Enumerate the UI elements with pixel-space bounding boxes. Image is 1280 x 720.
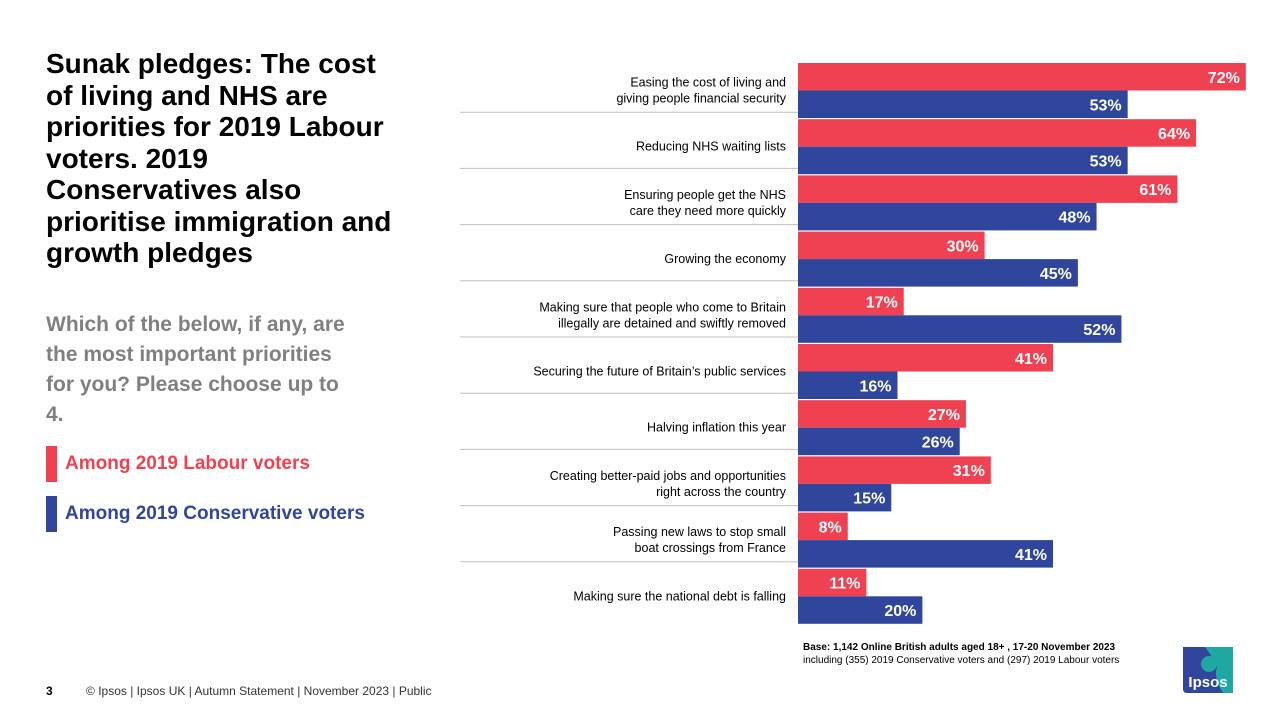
data-label: 41%: [1015, 351, 1047, 368]
category-label: Making sure that people who come to Brit…: [539, 300, 786, 330]
data-label: 64%: [1158, 126, 1190, 143]
legend-conservative: Among 2019 Conservative voters: [46, 496, 365, 532]
legend-label-conservative: Among 2019 Conservative voters: [65, 503, 365, 524]
bar-conservative: [798, 315, 1122, 343]
category-label: Easing the cost of living and giving peop…: [616, 76, 786, 106]
legend-labour: Among 2019 Labour voters: [46, 446, 310, 482]
legend-label-labour: Among 2019 Labour voters: [65, 453, 310, 474]
bar-labour: [798, 568, 867, 597]
data-label: 27%: [928, 407, 960, 424]
category-label: Securing the future of Britain’s public …: [533, 365, 786, 379]
data-label: 8%: [819, 519, 842, 536]
bar-labour: [798, 400, 966, 428]
category-label: Growing the economy: [664, 252, 786, 266]
base-line-1: Base: 1,142 Online British adults aged 1…: [803, 642, 1116, 653]
bar-conservative: [798, 146, 1128, 175]
footer: 3 © Ipsos | Ipsos UK | Autumn Statement …: [46, 684, 432, 698]
data-label: 45%: [1040, 266, 1072, 283]
bar-labour: [798, 512, 848, 541]
base-line-2: including (355) 2019 Conservative voters…: [803, 655, 1120, 666]
bar-conservative: [798, 259, 1078, 287]
base-note: Base: 1,142 Online British adults aged 1…: [803, 641, 1119, 667]
bar-labour: [798, 344, 1054, 372]
bar-conservative: [798, 427, 960, 456]
data-label: 52%: [1083, 322, 1115, 339]
page-number: 3: [46, 684, 53, 698]
data-label: 53%: [1090, 153, 1122, 170]
svg-text:Ipsos: Ipsos: [1188, 674, 1227, 691]
data-label: 16%: [859, 378, 891, 395]
data-label: 72%: [1208, 70, 1240, 87]
bar-conservative: [798, 483, 892, 512]
bar-labour: [798, 456, 991, 484]
data-label: 48%: [1059, 210, 1091, 227]
bar-chart: Easing the cost of living and giving peop…: [460, 63, 1246, 624]
category-label: Passing new laws to stop small boat cross…: [613, 525, 786, 555]
footer-text: © Ipsos | Ipsos UK | Autumn Statement | …: [86, 684, 432, 698]
data-label: 15%: [853, 491, 885, 508]
legend-swatch-labour: [46, 446, 57, 482]
data-label: 31%: [953, 463, 985, 480]
bar-conservative: [798, 90, 1128, 118]
bar-labour: [798, 175, 1178, 203]
bar-conservative: [798, 371, 898, 399]
data-label: 17%: [866, 295, 898, 312]
bar-labour: [798, 231, 985, 260]
data-label: 41%: [1015, 547, 1047, 564]
data-label: 61%: [1139, 182, 1171, 199]
category-label: Ensuring people get the NHS care they nee…: [624, 188, 787, 218]
bar-labour: [798, 119, 1197, 147]
ipsos-logo: Ipsos: [1183, 647, 1233, 693]
legend-swatch-conservative: [46, 496, 57, 532]
bar-conservative: [798, 596, 923, 624]
bar-conservative: [798, 540, 1054, 568]
question-text: Which of the below, if any, are the most…: [46, 313, 345, 426]
data-label: 11%: [829, 576, 860, 593]
category-label: Making sure the national debt is falling: [573, 589, 786, 603]
category-label: Halving inflation this year: [647, 421, 786, 435]
bar-labour: [798, 63, 1246, 91]
bar-conservative: [798, 202, 1097, 231]
category-label: Creating better-paid jobs and opportunit…: [550, 469, 787, 499]
category-label: Reducing NHS waiting lists: [636, 140, 786, 154]
page-title: Sunak pledges: The cost of living and NH…: [46, 48, 392, 268]
data-label: 20%: [884, 603, 916, 620]
data-label: 26%: [922, 434, 954, 451]
data-label: 30%: [947, 238, 979, 255]
bar-labour: [798, 287, 904, 316]
data-label: 53%: [1090, 97, 1122, 114]
